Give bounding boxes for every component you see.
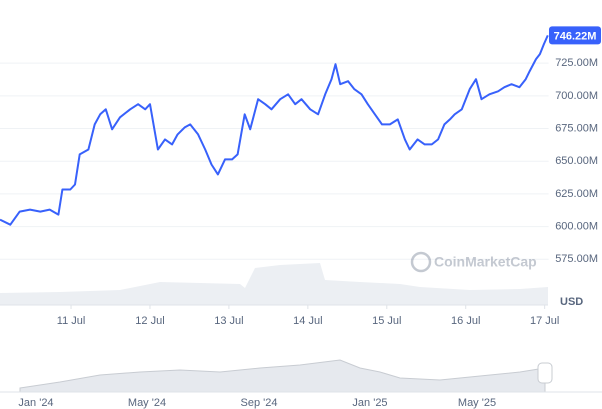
volume-area xyxy=(0,263,548,305)
y-tick-label: 600.00M xyxy=(555,221,598,233)
navigator-area xyxy=(19,359,546,393)
watermark-text: CoinMarketCap xyxy=(434,254,537,270)
x-tick-label: 11 Jul xyxy=(57,315,86,327)
navigator-label: Jan '24 xyxy=(18,397,53,409)
navigator-handle[interactable] xyxy=(537,362,553,384)
navigator-label: May '24 xyxy=(128,397,166,409)
y-tick-label: 625.00M xyxy=(555,188,598,200)
currency-label: USD xyxy=(560,296,583,308)
last-price-badge xyxy=(549,26,601,45)
last-price-label: 746.22M xyxy=(554,30,597,42)
y-tick-label: 700.00M xyxy=(555,90,598,102)
x-tick-label: 14 Jul xyxy=(293,315,322,327)
x-tick-label: 12 Jul xyxy=(135,315,164,327)
price-line xyxy=(0,34,549,226)
y-tick-label: 575.00M xyxy=(555,253,598,265)
x-tick-label: 15 Jul xyxy=(372,315,401,327)
navigator-label: Sep '24 xyxy=(241,397,278,409)
y-tick-label: 650.00M xyxy=(555,155,598,167)
x-tick-label: 17 Jul xyxy=(530,315,559,327)
watermark: CoinMarketCap xyxy=(410,251,537,273)
x-tick-label: 16 Jul xyxy=(451,315,480,327)
navigator-label: May '25 xyxy=(458,397,496,409)
y-tick-label: 725.00M xyxy=(555,57,598,69)
navigator-label: Jan '25 xyxy=(352,397,387,409)
x-tick-label: 13 Jul xyxy=(214,315,243,327)
y-tick-label: 675.00M xyxy=(555,122,598,134)
